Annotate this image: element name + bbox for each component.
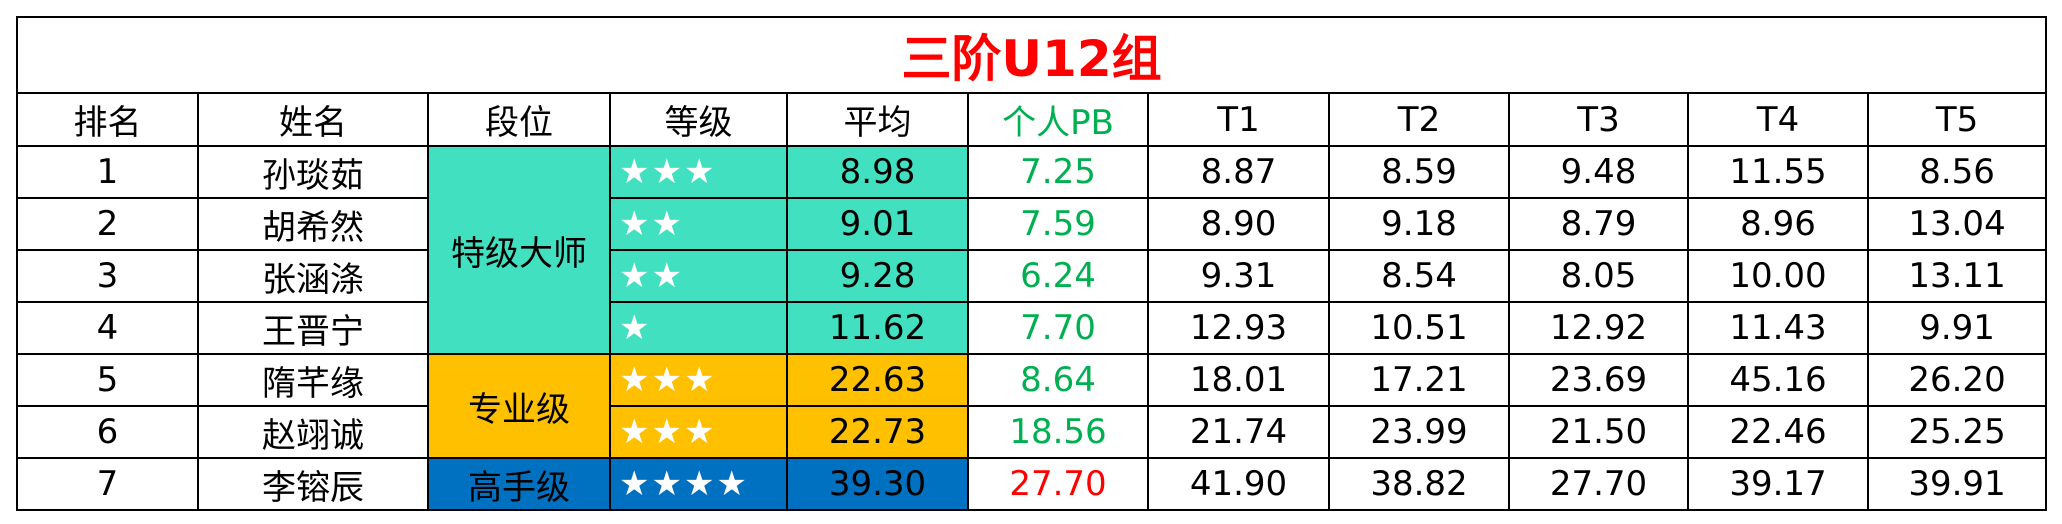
- personal-best-cell: 8.64: [967, 353, 1149, 407]
- table-body: 三阶U12组 排名 姓名 段位 等级 平均 个人PB T1 T2 T3 T4 T5 1 孙琰茹 特级大师 ★…: [15, 16, 2048, 511]
- t5-cell: 26.20: [1866, 353, 2048, 407]
- rank-cell: 6: [16, 405, 199, 459]
- average-cell: 8.98: [786, 145, 969, 199]
- header-cell: 平均: [786, 92, 969, 147]
- t3-cell: 27.70: [1508, 457, 1689, 511]
- personal-best-cell: 27.70: [967, 457, 1149, 511]
- t4-cell: 22.46: [1687, 405, 1869, 459]
- header-cell: T4: [1687, 92, 1869, 147]
- t3-cell: 12.92: [1508, 301, 1689, 355]
- t3-cell: 9.48: [1508, 145, 1689, 199]
- stars-cell: ★★★: [609, 145, 788, 199]
- stars-cell: ★: [609, 301, 788, 355]
- data-row: 1 孙琰茹 特级大师 ★★★ 8.98 7.25 8.87 8.59 9.48 11.55 8.56: [16, 145, 2048, 355]
- t3-cell: 8.79: [1508, 197, 1689, 251]
- name-cell: 王晋宁: [197, 301, 429, 355]
- stars-cell: ★★★★: [609, 457, 788, 511]
- t4-cell: 11.43: [1687, 301, 1869, 355]
- average-cell: 39.30: [786, 457, 969, 511]
- average-cell: 11.62: [786, 301, 969, 355]
- rank-cell: 4: [16, 301, 199, 355]
- t5-cell: 13.04: [1866, 197, 2048, 251]
- t2-cell: 8.54: [1328, 249, 1510, 303]
- t1-cell: 18.01: [1147, 353, 1330, 407]
- score-table: 三阶U12组 排名 姓名 段位 等级 平均 个人PB T1 T2 T3 T4 T5 1 孙琰茹 特级大师 ★…: [15, 16, 2048, 511]
- data-row: 4 王晋宁 ★ 11.62 7.70 12.93 10.51 12.92 11.43 9.91: [16, 301, 2048, 355]
- name-cell: 张涵涤: [197, 249, 429, 303]
- t1-cell: 12.93: [1147, 301, 1330, 355]
- name-cell: 赵翊诚: [197, 405, 429, 459]
- personal-best-cell: 7.25: [967, 145, 1149, 199]
- name-cell: 隋芊缘: [197, 353, 429, 407]
- header-row: 排名 姓名 段位 等级 平均 个人PB T1 T2 T3 T4 T5: [16, 92, 2048, 147]
- t1-cell: 8.90: [1147, 197, 1330, 251]
- stars-cell: ★★: [609, 249, 788, 303]
- rank-cell: 2: [16, 197, 199, 251]
- name-cell: 李镕辰: [197, 457, 429, 511]
- t2-cell: 10.51: [1328, 301, 1510, 355]
- t3-cell: 8.05: [1508, 249, 1689, 303]
- name-cell: 孙琰茹: [197, 145, 429, 199]
- header-cell: T2: [1328, 92, 1510, 147]
- level-cell: 高手级: [427, 457, 611, 511]
- header-cell: 段位: [427, 92, 611, 147]
- rank-cell: 5: [16, 353, 199, 407]
- t4-cell: 39.17: [1687, 457, 1869, 511]
- t2-cell: 9.18: [1328, 197, 1510, 251]
- t5-cell: 13.11: [1866, 249, 2048, 303]
- header-cell: 姓名: [197, 92, 429, 147]
- t5-cell: 8.56: [1866, 145, 2048, 199]
- rank-cell: 7: [16, 457, 199, 511]
- stars-cell: ★★★: [609, 353, 788, 407]
- t4-cell: 45.16: [1687, 353, 1869, 407]
- header-cell: 排名: [16, 92, 199, 147]
- t1-cell: 9.31: [1147, 249, 1330, 303]
- header-cell: T1: [1147, 92, 1330, 147]
- t2-cell: 17.21: [1328, 353, 1510, 407]
- t4-cell: 11.55: [1687, 145, 1869, 199]
- name-cell: 胡希然: [197, 197, 429, 251]
- t2-cell: 8.59: [1328, 145, 1510, 199]
- level-cell: 专业级: [427, 353, 611, 459]
- t1-cell: 41.90: [1147, 457, 1330, 511]
- t4-cell: 10.00: [1687, 249, 1869, 303]
- average-cell: 22.63: [786, 353, 969, 407]
- data-row: 5 隋芊缘 专业级 ★★★ 22.63 8.64 18.01 17.21 23.69 45.16 2…: [16, 353, 2048, 459]
- data-row: 3 张涵涤 ★★ 9.28 6.24 9.31 8.54 8.05 10.00 13.11: [16, 249, 2048, 303]
- header-cell: 等级: [609, 92, 788, 147]
- average-cell: 9.01: [786, 197, 969, 251]
- header-cell: 个人PB: [967, 92, 1149, 147]
- header-cell: T5: [1866, 92, 2048, 147]
- t5-cell: 9.91: [1866, 301, 2048, 355]
- title-row: 三阶U12组: [15, 16, 2048, 94]
- t1-cell: 8.87: [1147, 145, 1330, 199]
- average-cell: 22.73: [786, 405, 969, 459]
- level-cell: 特级大师: [427, 145, 611, 355]
- t4-cell: 8.96: [1687, 197, 1869, 251]
- average-cell: 9.28: [786, 249, 969, 303]
- personal-best-cell: 7.70: [967, 301, 1149, 355]
- personal-best-cell: 7.59: [967, 197, 1149, 251]
- t3-cell: 21.50: [1508, 405, 1689, 459]
- stars-cell: ★★: [609, 197, 788, 251]
- t3-cell: 23.69: [1508, 353, 1689, 407]
- t1-cell: 21.74: [1147, 405, 1330, 459]
- stars-cell: ★★★: [609, 405, 788, 459]
- t5-cell: 39.91: [1866, 457, 2048, 511]
- data-row: 6 赵翊诚 ★★★ 22.73 18.56 21.74 23.99 21.50 22.46 25.…: [16, 405, 2048, 459]
- rank-cell: 3: [16, 249, 199, 303]
- personal-best-cell: 18.56: [967, 405, 1149, 459]
- data-row: 2 胡希然 ★★ 9.01 7.59 8.90 9.18 8.79 8.96 13.04: [16, 197, 2048, 251]
- personal-best-cell: 6.24: [967, 249, 1149, 303]
- table-title: 三阶U12组: [15, 16, 2048, 94]
- t2-cell: 38.82: [1328, 457, 1510, 511]
- data-row: 7 李镕辰 高手级 ★★★★ 39.30 27.70 41.90 38.82 27.70 39.1…: [16, 457, 2048, 511]
- t5-cell: 25.25: [1866, 405, 2048, 459]
- t2-cell: 23.99: [1328, 405, 1510, 459]
- header-cell: T3: [1508, 92, 1689, 147]
- rank-cell: 1: [16, 145, 199, 199]
